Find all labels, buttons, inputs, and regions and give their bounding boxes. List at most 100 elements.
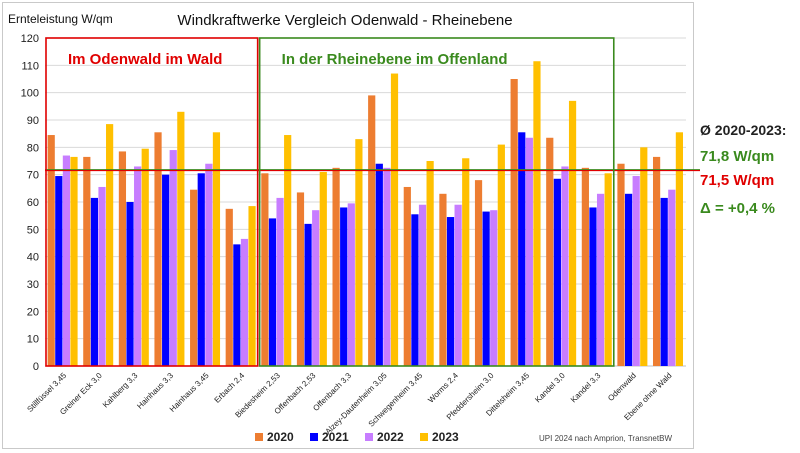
- bar-2023: [319, 171, 327, 366]
- bar-2022: [276, 197, 284, 366]
- bar-2020: [190, 189, 198, 366]
- bar-2021: [162, 174, 170, 366]
- bar-2023: [141, 148, 149, 366]
- x-tick-label: Kahlberg 3,3: [101, 371, 140, 410]
- legend-label: 2023: [432, 430, 459, 444]
- bar-2021: [411, 214, 419, 366]
- bar-2022: [347, 203, 355, 366]
- bar-2020: [617, 163, 625, 366]
- legend-swatch: [255, 433, 263, 441]
- legend-swatch: [310, 433, 318, 441]
- bar-2021: [446, 217, 455, 366]
- group-box: [45, 37, 259, 367]
- bar-2021: [197, 173, 205, 366]
- bar-2023: [426, 161, 434, 366]
- bar-2023: [212, 132, 221, 366]
- y-tick-label: 30: [27, 279, 39, 291]
- group-label: Im Odenwald im Wald: [68, 51, 222, 68]
- bar-2021: [340, 207, 348, 366]
- bar-2021: [233, 244, 241, 366]
- average-value-green: 71,8 W/qm: [700, 148, 775, 165]
- bar-2022: [240, 238, 249, 366]
- y-tick-label: 70: [27, 170, 39, 182]
- bar-2022: [596, 193, 605, 366]
- delta-value: Δ = +0,4 %: [700, 200, 775, 217]
- legend-label: 2021: [322, 430, 349, 444]
- bar-2020: [510, 79, 518, 366]
- bar-2022: [62, 155, 71, 366]
- bar-2020: [261, 173, 269, 366]
- bar-2021: [268, 218, 277, 366]
- source-note: UPI 2024 nach Amprion, TransnetBW: [539, 434, 672, 443]
- bar-2023: [284, 135, 292, 366]
- bar-2020: [581, 167, 589, 366]
- x-tick-label: Worms 2,4: [426, 371, 460, 405]
- average-value-red: 71,5 W/qm: [700, 172, 775, 189]
- bar-2022: [454, 204, 462, 366]
- bar-2022: [632, 176, 640, 366]
- bar-2023: [248, 206, 256, 366]
- bar-2023: [497, 144, 505, 366]
- bar-2023: [390, 73, 399, 367]
- group-box: [258, 37, 615, 367]
- bar-2022: [169, 150, 177, 366]
- bar-2023: [568, 100, 577, 366]
- bar-2021: [90, 197, 99, 366]
- x-tick-label: Erbach 2,4: [213, 371, 247, 405]
- bar-2020: [47, 135, 55, 366]
- y-tick-label: 110: [21, 60, 39, 72]
- bar-2020: [225, 208, 233, 366]
- bar-2022: [418, 204, 427, 366]
- y-tick-label: 120: [21, 33, 39, 45]
- y-axis-label: Ernteleistung W/qm: [8, 12, 113, 26]
- bar-2021: [126, 202, 134, 366]
- y-tick-label: 10: [27, 334, 39, 346]
- x-tick-label: Alzey-Dautenheim 3,05: [324, 371, 390, 437]
- legend-swatch: [365, 433, 373, 441]
- bar-2020: [439, 193, 447, 366]
- y-tick-label: 80: [27, 142, 39, 154]
- bar-2021: [304, 223, 312, 366]
- bar-2021: [624, 193, 633, 366]
- bar-2020: [296, 192, 305, 366]
- y-tick-label: 50: [27, 224, 39, 236]
- bar-2022: [205, 163, 213, 366]
- bar-2023: [675, 132, 683, 366]
- bar-2022: [312, 210, 320, 366]
- y-tick-label: 20: [27, 306, 39, 318]
- bar-2023: [355, 139, 363, 366]
- bar-2021: [518, 132, 526, 366]
- bar-2020: [546, 137, 554, 366]
- bar-2022: [525, 137, 533, 366]
- bar-2023: [640, 147, 648, 366]
- bar-2020: [403, 186, 411, 366]
- bar-2022: [134, 166, 142, 366]
- average-label: Ø 2020-2023:: [700, 122, 787, 138]
- x-tick-label: Kandel 3,0: [533, 371, 567, 405]
- bar-2022: [561, 166, 569, 366]
- bar-2023: [533, 61, 541, 366]
- bar-2020: [83, 156, 91, 366]
- legend-label: 2020: [267, 430, 294, 444]
- x-tick-label: Kandel 3,3: [569, 371, 603, 405]
- bar-2020: [332, 167, 340, 366]
- bar-2021: [660, 197, 668, 366]
- bar-2020: [474, 180, 483, 366]
- y-tick-label: 0: [33, 361, 39, 373]
- bar-2021: [55, 176, 63, 366]
- y-tick-label: 40: [27, 252, 39, 264]
- x-tick-label: Odenwald: [606, 371, 638, 403]
- bar-2020: [368, 95, 376, 367]
- chart-title: Windkraftwerke Vergleich Odenwald - Rhei…: [177, 12, 512, 29]
- bar-2022: [383, 167, 391, 366]
- bar-2021: [589, 207, 597, 366]
- bar-2023: [462, 158, 470, 366]
- bar-2022: [490, 210, 498, 366]
- bar-2023: [604, 173, 612, 366]
- y-tick-label: 60: [27, 197, 39, 209]
- bar-2020: [118, 151, 127, 366]
- bar-2020: [652, 156, 661, 366]
- y-tick-label: 100: [21, 88, 39, 100]
